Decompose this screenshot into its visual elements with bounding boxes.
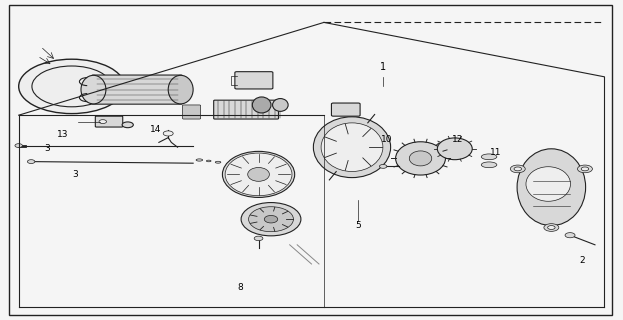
Text: 12: 12 (452, 135, 464, 144)
Circle shape (510, 165, 525, 173)
Circle shape (581, 167, 589, 171)
Circle shape (163, 131, 173, 136)
Ellipse shape (206, 160, 211, 162)
Ellipse shape (313, 117, 391, 178)
Ellipse shape (248, 167, 269, 181)
Ellipse shape (437, 138, 472, 160)
Ellipse shape (272, 99, 288, 111)
Circle shape (122, 122, 133, 128)
Ellipse shape (241, 203, 301, 236)
Ellipse shape (249, 207, 293, 232)
Ellipse shape (252, 97, 271, 113)
Circle shape (379, 164, 387, 168)
Ellipse shape (409, 151, 432, 166)
FancyBboxPatch shape (235, 72, 273, 89)
Circle shape (548, 226, 555, 229)
Ellipse shape (196, 159, 202, 161)
FancyBboxPatch shape (92, 75, 183, 104)
Text: 14: 14 (150, 125, 161, 134)
Ellipse shape (264, 215, 278, 223)
Ellipse shape (81, 75, 106, 104)
Circle shape (514, 167, 521, 171)
Ellipse shape (396, 142, 445, 175)
Circle shape (254, 236, 263, 241)
Text: 5: 5 (355, 221, 361, 230)
Circle shape (27, 160, 35, 164)
Text: 3: 3 (44, 144, 50, 153)
Circle shape (578, 165, 592, 173)
Ellipse shape (481, 154, 497, 160)
FancyBboxPatch shape (331, 103, 360, 116)
Circle shape (565, 233, 575, 238)
Circle shape (32, 66, 112, 107)
Text: 8: 8 (237, 284, 243, 292)
Circle shape (99, 120, 107, 124)
Circle shape (544, 224, 559, 231)
Ellipse shape (225, 153, 292, 196)
Text: 1: 1 (380, 62, 386, 72)
Circle shape (19, 59, 125, 114)
Text: 2: 2 (579, 256, 586, 265)
Text: 11: 11 (490, 148, 501, 156)
FancyBboxPatch shape (214, 100, 278, 119)
Ellipse shape (481, 162, 497, 168)
Circle shape (15, 144, 22, 148)
Ellipse shape (517, 149, 586, 226)
Ellipse shape (222, 151, 295, 197)
FancyBboxPatch shape (95, 116, 123, 127)
Ellipse shape (216, 161, 221, 163)
Ellipse shape (526, 167, 571, 201)
Ellipse shape (321, 123, 383, 172)
Text: 13: 13 (57, 130, 68, 139)
FancyBboxPatch shape (183, 105, 201, 119)
Ellipse shape (168, 75, 193, 104)
Text: 3: 3 (72, 170, 78, 179)
Text: 10: 10 (381, 135, 392, 144)
